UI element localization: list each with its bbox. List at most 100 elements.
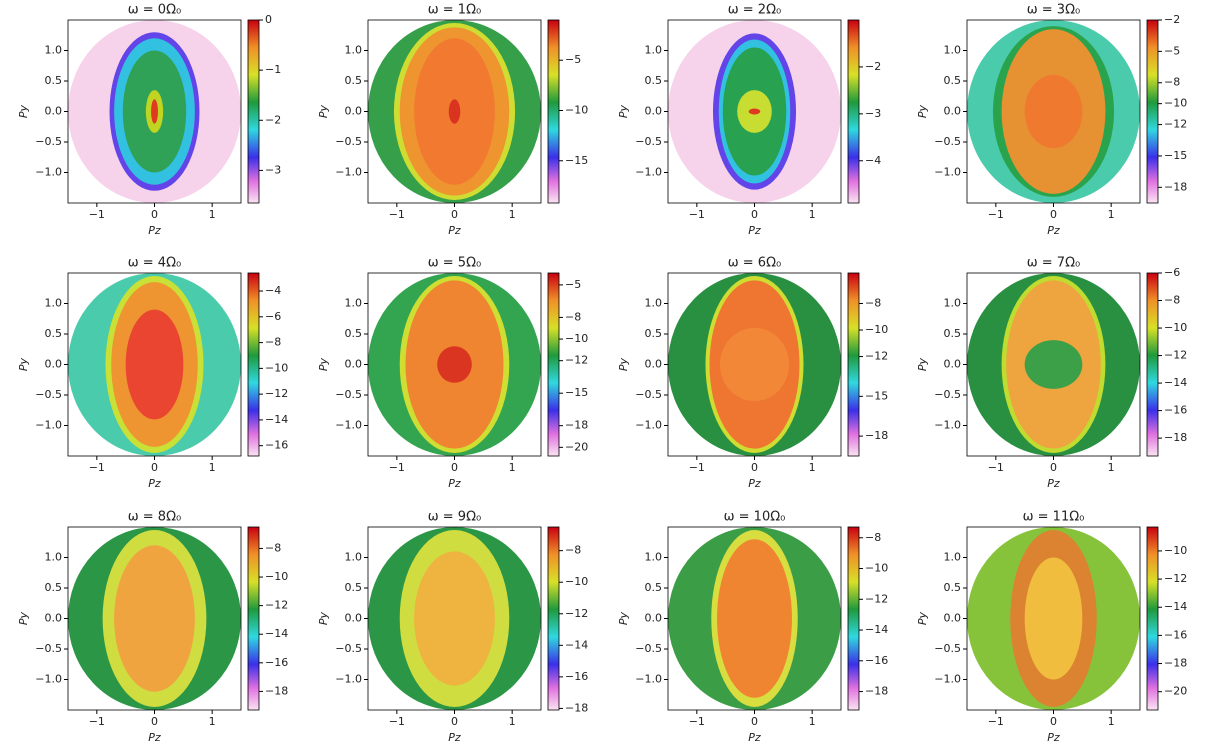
heatmap: [967, 20, 1140, 203]
y-tick-label: 0.0: [345, 612, 363, 625]
x-axis-label: Pz: [1047, 224, 1060, 237]
y-tick-label: −0.5: [635, 388, 662, 401]
colorbar-tick-label: −20: [565, 440, 588, 453]
y-tick-label: −1.0: [335, 419, 362, 432]
colorbar-tick-label: −8: [865, 531, 881, 544]
colorbar-tick-label: −16: [265, 656, 288, 669]
x-tick-label: 1: [1108, 715, 1115, 728]
y-tick-label: −1.0: [335, 166, 362, 179]
x-tick-label: 0: [1050, 208, 1057, 221]
colorbar-tick-label: −14: [265, 413, 288, 426]
y-tick-label: 1.0: [45, 44, 63, 57]
colorbar-tick-label: −18: [565, 701, 588, 714]
colorbar-tick-label: −12: [265, 599, 288, 612]
panel-title: ω = 7Ω₀: [1027, 256, 1080, 271]
colorbar-tick-label: −10: [865, 323, 888, 336]
y-tick-label: 0.0: [944, 105, 962, 118]
colorbar-tick-label: −18: [265, 684, 288, 697]
x-axis-label: Pz: [148, 477, 161, 490]
colorbar-tick-label: −12: [565, 607, 588, 620]
x-tick-label: 1: [509, 461, 516, 474]
heatmap: [68, 20, 241, 203]
colorbar-tick-label: −14: [1164, 600, 1187, 613]
colorbar-tick-label: −18: [1164, 180, 1187, 193]
colorbar: [547, 526, 560, 711]
x-tick-label: −1: [988, 208, 1004, 221]
colorbar-tick-label: −12: [865, 592, 888, 605]
x-tick-label: 1: [1108, 208, 1115, 221]
x-tick-label: 0: [1050, 715, 1057, 728]
colorbar-tick-label: −8: [265, 336, 281, 349]
panel: ω = 8Ω₀−1 0 1−1.0−0.50.00.51.0PzPy−8−10−12…: [17, 510, 288, 745]
colorbar-tick-label: −1: [265, 63, 281, 76]
y-axis-label: Py: [317, 104, 330, 118]
x-tick-label: 0: [151, 461, 158, 474]
colorbar-tick-label: −10: [1164, 321, 1187, 334]
y-axis-label: Py: [317, 357, 330, 371]
heatmap: [967, 273, 1140, 456]
x-tick-label: 0: [751, 715, 758, 728]
y-tick-label: 1.0: [45, 551, 63, 564]
y-tick-label: 0.0: [45, 105, 63, 118]
panel-title: ω = 5Ω₀: [428, 256, 481, 271]
panel-title: ω = 8Ω₀: [128, 510, 181, 525]
x-tick-label: 0: [151, 208, 158, 221]
y-axis-label: Py: [916, 357, 929, 371]
colorbar-tick-label: −18: [565, 419, 588, 432]
colorbar-tick-label: −10: [1164, 544, 1187, 557]
x-tick-label: 0: [151, 715, 158, 728]
panel-title: ω = 3Ω₀: [1027, 3, 1080, 18]
colorbar-tick-label: −14: [865, 623, 888, 636]
panel: ω = 6Ω₀−1 0 1−1.0−0.50.00.51.0PzPy−8−10−12…: [617, 256, 888, 491]
colorbar-tick-label: −18: [1164, 657, 1187, 670]
colorbar-tick-label: −12: [1164, 118, 1187, 131]
x-axis-label: Pz: [448, 477, 461, 490]
heatmap: [668, 20, 841, 203]
intensity-region: [125, 309, 184, 420]
y-axis-label: Py: [617, 611, 630, 625]
colorbar: [247, 272, 260, 457]
intensity-region: [1024, 557, 1083, 680]
panel: ω = 3Ω₀−1 0 1−1.0−0.50.00.51.0PzPy−2−5−8−1…: [916, 3, 1187, 238]
y-tick-label: −0.5: [635, 642, 662, 655]
panel-title: ω = 6Ω₀: [728, 256, 781, 271]
x-tick-label: 0: [751, 461, 758, 474]
colorbar-tick-label: −3: [865, 107, 881, 120]
colorbar: [847, 19, 860, 204]
y-tick-label: 0.5: [645, 327, 663, 340]
y-tick-label: −1.0: [335, 673, 362, 686]
x-tick-label: 1: [509, 715, 516, 728]
colorbar: [247, 526, 260, 711]
y-tick-label: 0.0: [45, 612, 63, 625]
colorbar-tick-label: −10: [265, 361, 288, 374]
y-tick-label: −1.0: [635, 166, 662, 179]
y-tick-label: 0.5: [345, 74, 363, 87]
panel: ω = 0Ω₀ −1 0 1 −1.0 −0.5 0.0 0.5 1.0 Pz Py 0 −1 −2 −3: [17, 3, 281, 238]
y-tick-label: −0.5: [335, 135, 362, 148]
colorbar: [847, 272, 860, 457]
y-tick-label: 0.5: [645, 74, 663, 87]
x-axis-label: Pz: [148, 731, 161, 744]
colorbar-tick-label: −12: [865, 350, 888, 363]
intensity-region: [748, 108, 761, 115]
colorbar-tick-label: −15: [865, 389, 888, 402]
x-tick-label: 0: [1050, 461, 1057, 474]
y-tick-label: −1.0: [35, 166, 62, 179]
y-tick-label: 1.0: [645, 297, 663, 310]
panel-title: ω = 10Ω₀: [724, 510, 786, 525]
y-tick-label: −0.5: [35, 388, 62, 401]
colorbar-tick-label: −12: [565, 354, 588, 367]
colorbar-tick-label: −18: [865, 685, 888, 698]
y-tick-label: 0.0: [345, 358, 363, 371]
heatmap: [967, 527, 1140, 710]
y-tick-label: 1.0: [645, 551, 663, 564]
y-tick-label: 0.5: [45, 327, 63, 340]
y-tick-label: 0.5: [345, 581, 363, 594]
colorbar: [1146, 19, 1159, 204]
y-tick-label: −0.5: [35, 135, 62, 148]
y-tick-label: −1.0: [635, 419, 662, 432]
y-tick-label: 1.0: [944, 44, 962, 57]
colorbar-tick-label: −20: [1164, 685, 1187, 698]
x-tick-label: −1: [988, 715, 1004, 728]
